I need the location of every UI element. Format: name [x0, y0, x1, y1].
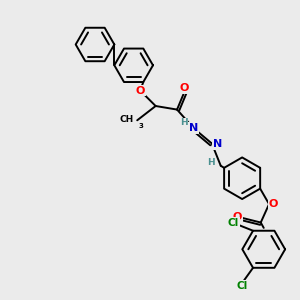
Text: O: O	[180, 83, 189, 93]
Text: O: O	[136, 85, 145, 96]
Text: 3: 3	[138, 123, 143, 129]
Text: CH: CH	[119, 115, 134, 124]
Text: O: O	[269, 199, 278, 209]
Text: N: N	[212, 139, 222, 149]
Text: N: N	[189, 123, 198, 133]
Text: H: H	[207, 158, 214, 167]
Text: Cl: Cl	[237, 281, 248, 291]
Text: O: O	[233, 212, 242, 222]
Text: H: H	[180, 118, 188, 127]
Text: Cl: Cl	[227, 218, 239, 228]
